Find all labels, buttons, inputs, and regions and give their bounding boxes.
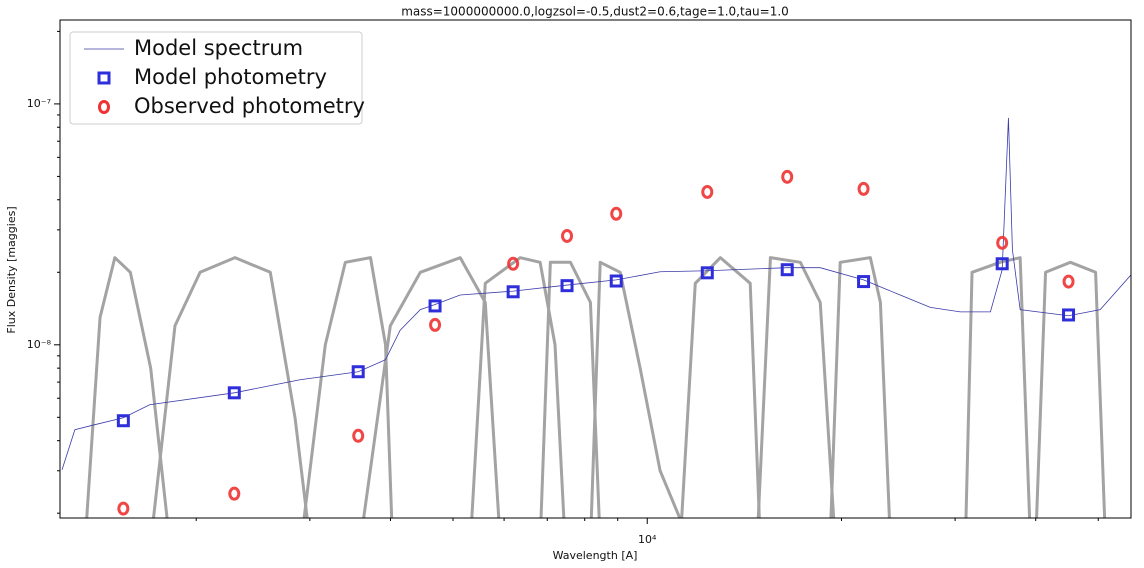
legend-label: Observed photometry: [134, 94, 365, 118]
model-photometry-point: [700, 266, 714, 280]
filter-curve: [680, 256, 761, 518]
model-photometry-point: [995, 257, 1009, 271]
plot-frame: [59, 19, 1132, 519]
observed-photometry-point: [561, 228, 574, 243]
observed-photometry-point: [996, 235, 1009, 250]
observed-photometry-point: [507, 256, 520, 271]
filter-curve: [589, 260, 682, 518]
legend-circle: [98, 100, 110, 114]
observed-photometry-point: [857, 181, 870, 196]
filter-curve: [964, 256, 1032, 518]
y-axis-label: Flux Density [maggies]: [5, 206, 18, 333]
filter-curve: [1035, 260, 1107, 518]
plot-area: [61, 117, 1131, 518]
model-photometry-point: [506, 285, 520, 299]
legend-box: [69, 31, 363, 125]
observed-photometry-point: [352, 428, 365, 443]
model-photometry-point: [1062, 308, 1076, 322]
filter-curve: [362, 256, 501, 518]
spectrum-line: [61, 117, 1131, 470]
legend-square: [97, 71, 111, 85]
y-tick-label: 10⁻⁷: [27, 97, 51, 110]
y-tick-label: 10⁻⁸: [27, 338, 52, 351]
model-photometry-point: [116, 414, 130, 428]
filter-curve: [470, 256, 566, 518]
observed-photometry-point: [701, 184, 714, 199]
model-photometry-point: [351, 365, 365, 379]
x-axis-label: Wavelength [A]: [553, 549, 638, 562]
legend-label: Model photometry: [134, 65, 327, 89]
model-photometry-point: [857, 275, 871, 289]
model-photometry-point: [560, 279, 574, 293]
filter-curve: [85, 256, 169, 518]
model-photometry-point: [428, 299, 442, 313]
model-photometry-point: [609, 274, 623, 288]
filter-curve: [302, 256, 394, 518]
x-tick-label: 10⁴: [638, 533, 657, 546]
model-photometry-point: [227, 386, 241, 400]
filter-curve: [539, 260, 601, 518]
legend-label: Model spectrum: [134, 36, 303, 60]
observed-photometry-point: [429, 317, 442, 332]
filter-curve: [756, 256, 836, 518]
model-photometry-point: [780, 263, 794, 277]
observed-photometry-point: [781, 169, 794, 184]
chart-title: mass=1000000000.0,logzsol=-0.5,dust2=0.6…: [401, 5, 789, 19]
filter-curve: [152, 256, 309, 518]
filter-curve: [829, 256, 891, 518]
observed-photometry-point: [228, 486, 241, 501]
observed-photometry-point: [117, 501, 130, 516]
observed-photometry-point: [1062, 274, 1075, 289]
observed-photometry-point: [610, 206, 623, 221]
